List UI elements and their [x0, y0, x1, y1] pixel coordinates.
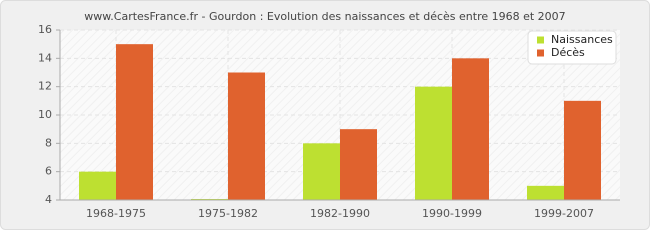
x-tick-label: 1968-1975	[86, 207, 146, 220]
legend-swatch	[537, 36, 544, 44]
bar	[452, 58, 489, 201]
bar	[116, 44, 153, 200]
bar	[415, 86, 452, 200]
bar	[340, 129, 377, 200]
legend-label: Naissances	[551, 33, 613, 46]
legend-label: Décès	[551, 46, 585, 59]
y-tick-label: 4	[45, 193, 52, 206]
x-tick-label: 1990-1999	[422, 207, 482, 220]
x-tick-label: 1982-1990	[310, 207, 370, 220]
bar	[564, 100, 601, 200]
y-tick-label: 12	[38, 80, 52, 93]
y-tick-label: 10	[38, 108, 52, 121]
y-tick-label: 8	[45, 136, 52, 149]
bar	[79, 171, 116, 200]
x-tick-label: 1999-2007	[534, 207, 594, 220]
y-tick-label: 14	[38, 51, 52, 64]
bar	[228, 72, 265, 200]
bar	[303, 143, 340, 200]
bar	[527, 185, 564, 200]
y-tick-label: 6	[45, 165, 52, 178]
y-tick-label: 16	[38, 23, 52, 36]
chart-title: www.CartesFrance.fr - Gourdon : Evolutio…	[84, 10, 565, 23]
chart: www.CartesFrance.fr - Gourdon : Evolutio…	[0, 0, 650, 230]
legend	[527, 30, 617, 65]
x-tick-label: 1975-1982	[198, 207, 258, 220]
legend-swatch	[537, 49, 544, 57]
